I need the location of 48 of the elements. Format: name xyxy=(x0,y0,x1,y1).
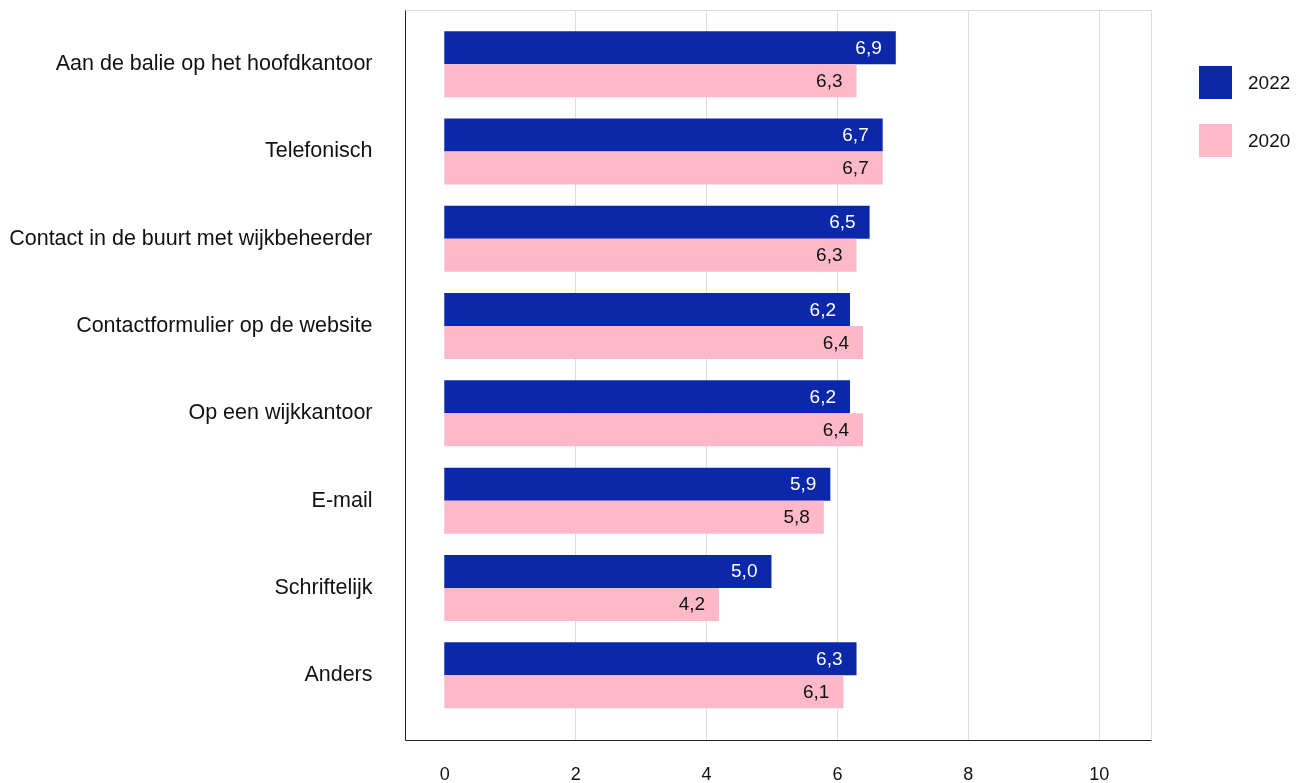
bar xyxy=(444,31,896,65)
y-tick-label: Aan de balie op het hoofdkantoor xyxy=(55,51,373,76)
data-label: 6,3 xyxy=(816,69,843,91)
x-tick-label: 4 xyxy=(701,763,712,783)
bar xyxy=(444,500,824,534)
data-label: 5,0 xyxy=(731,560,758,582)
bar xyxy=(444,118,883,152)
data-label: 6,4 xyxy=(822,331,850,353)
bar xyxy=(444,205,870,239)
data-label: 6,3 xyxy=(816,647,843,669)
data-label: 6,7 xyxy=(842,156,869,178)
data-label: 6,7 xyxy=(842,123,869,145)
data-label: 6,1 xyxy=(803,680,830,702)
data-label: 5,9 xyxy=(789,473,817,495)
x-tick-label: 8 xyxy=(963,763,974,783)
data-label: 6,2 xyxy=(809,298,836,320)
data-label: 6,5 xyxy=(829,211,856,233)
bar xyxy=(444,380,850,414)
x-tick-label: 10 xyxy=(1089,763,1110,783)
x-tick-label: 2 xyxy=(570,763,581,783)
legend-label: 2022 xyxy=(1248,71,1291,93)
x-tick-label: 6 xyxy=(832,763,843,783)
bar xyxy=(444,675,844,709)
bar xyxy=(444,326,864,360)
data-label: 6,3 xyxy=(816,244,843,266)
bar xyxy=(444,64,857,98)
bar xyxy=(444,642,857,676)
legend-label: 2020 xyxy=(1248,129,1291,151)
bar xyxy=(444,587,720,621)
y-tick-label: Op een wijkkantoor xyxy=(188,400,373,425)
data-label: 6,4 xyxy=(822,418,850,440)
y-tick-label: Anders xyxy=(304,662,373,687)
data-label: 5,8 xyxy=(783,506,810,528)
data-label: 6,2 xyxy=(809,385,836,407)
data-label: 6,9 xyxy=(855,36,882,58)
bar xyxy=(444,413,864,447)
y-tick-label: Schriftelijk xyxy=(274,574,373,599)
bar xyxy=(444,238,857,272)
bar xyxy=(444,151,883,185)
y-tick-label: Contact in de buurt met wijkbeheerder xyxy=(9,225,373,250)
data-label: 4,2 xyxy=(678,593,706,615)
y-tick-label: E-mail xyxy=(311,487,373,512)
y-tick-label: Telefonisch xyxy=(264,138,373,163)
bar xyxy=(444,467,831,501)
bar xyxy=(444,293,850,327)
y-tick-label: Contactformulier op de website xyxy=(76,313,373,338)
bar xyxy=(444,554,772,588)
x-tick-label: 0 xyxy=(439,763,450,783)
